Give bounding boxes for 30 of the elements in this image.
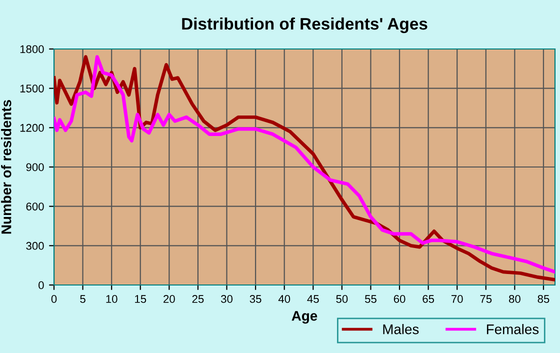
x-tick-label: 5 [80,295,86,303]
y-tick-label: 900 [26,163,44,172]
x-tick-label: 30 [221,295,233,303]
x-tick-label: 10 [106,295,118,303]
x-tick-label: 65 [422,295,434,303]
x-tick-label: 50 [336,295,348,303]
legend-label: Females [486,324,539,334]
x-tick-label: 55 [364,295,376,303]
x-tick-label: 35 [250,295,262,303]
x-tick-label: 60 [394,295,406,303]
x-tick-label: 75 [480,295,492,303]
y-tick-label: 300 [26,242,44,250]
y-tick-label: 600 [26,202,44,210]
chart-title: Distribution of Residents' Ages [182,17,428,34]
x-axis-title: Age [292,311,318,324]
y-tick-label: 1500 [20,84,44,92]
x-tick-label: 80 [508,295,520,303]
x-tick-label: 15 [135,295,146,303]
legend-label: Males [383,324,419,334]
x-tick-label: 25 [192,295,204,303]
y-tick-label: 1200 [20,124,44,132]
x-tick-label: 70 [451,295,463,303]
x-tick-label: 85 [538,295,550,303]
y-tick-label: 0 [38,281,44,290]
y-axis-title: Number of residents [1,100,12,234]
y-tick-label: 1800 [20,45,44,54]
x-tick-label: 20 [164,295,175,303]
x-tick-label: 45 [307,295,319,303]
x-tick-label: 0 [51,295,57,303]
x-tick-label: 40 [278,295,290,303]
